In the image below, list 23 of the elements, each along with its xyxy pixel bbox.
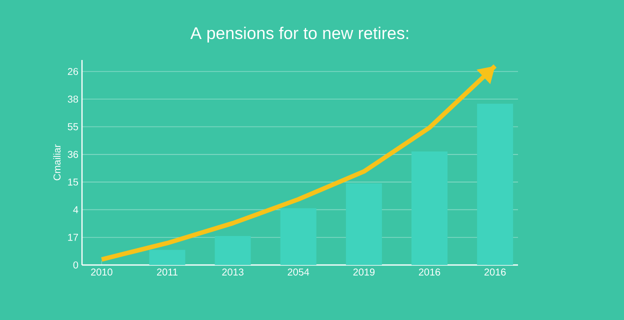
x-tick-label: 2010	[91, 268, 112, 276]
text: 15	[68, 178, 78, 186]
bar	[346, 183, 382, 265]
bar	[149, 250, 186, 265]
text: 17	[68, 234, 78, 241]
x-tick-label: 2013	[222, 268, 244, 276]
text: 38	[68, 96, 78, 103]
bar	[214, 236, 251, 265]
text: 4	[73, 206, 78, 214]
y-axis-title: Cmailiar	[53, 144, 61, 180]
bar	[477, 104, 514, 265]
x-tick-label: 2016	[418, 268, 440, 276]
text: 55	[68, 123, 78, 130]
x-tick-label: 2019	[353, 268, 375, 276]
chart-title: A pensions for to new retires:	[190, 26, 408, 42]
x-tick-label: 2016	[484, 268, 506, 276]
text: 0	[73, 261, 78, 269]
x-tick-label: 2054	[288, 268, 310, 276]
text: 26	[68, 68, 78, 76]
text: 36	[68, 150, 78, 158]
x-tick-label: 2011	[157, 268, 178, 276]
bar	[280, 208, 316, 265]
bar	[411, 152, 448, 265]
